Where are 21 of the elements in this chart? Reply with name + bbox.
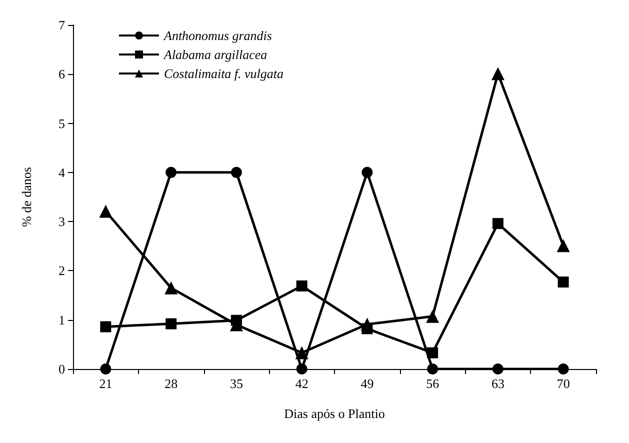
- x-tick-label: 42: [295, 376, 308, 391]
- x-tick-label: 63: [491, 376, 504, 391]
- x-tick-label: 35: [230, 376, 243, 391]
- x-tick-label: 21: [99, 376, 112, 391]
- y-tick-label: 3: [58, 214, 65, 230]
- legend-label: Costalimaita f. vulgata: [164, 66, 284, 81]
- y-axis-title: % de danos: [19, 167, 34, 227]
- x-tick-label: 28: [164, 376, 178, 391]
- legend-label: Anthonomus grandis: [163, 28, 272, 43]
- x-axis-title: Dias após o Plantio: [284, 406, 385, 421]
- legend-label: Alabama argillacea: [163, 47, 268, 62]
- x-tick-label: 70: [556, 376, 570, 391]
- y-tick-label: 7: [58, 18, 66, 32]
- y-tick-label: 1: [58, 312, 65, 328]
- y-tick-label: 0: [58, 362, 65, 376]
- x-tick-label: 56: [426, 376, 440, 391]
- y-tick-label: 6: [58, 66, 66, 82]
- x-tick-label: 49: [360, 376, 374, 391]
- y-tick-label: 2: [58, 263, 65, 278]
- y-tick-label: 4: [58, 164, 66, 180]
- y-tick-label: 5: [58, 116, 65, 131]
